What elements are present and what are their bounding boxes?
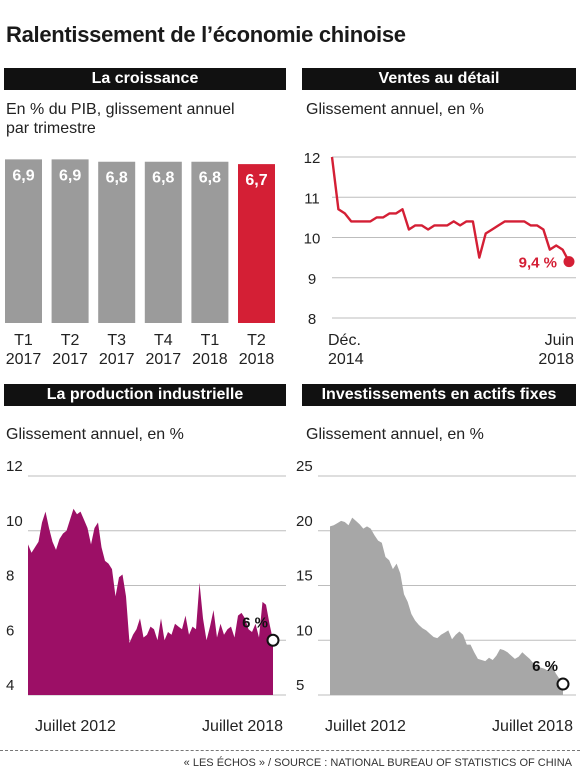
subtitle-croissance: En % du PIB, glissement annuel par trime…	[6, 100, 235, 138]
subtitle-production: Glissement annuel, en %	[6, 425, 184, 444]
industrial-y-tick-2: 8	[6, 568, 14, 585]
growth-x-quarter-0: T1	[14, 332, 33, 349]
retail-y-tick-2: 10	[304, 231, 321, 248]
panel-header-investissements: Investissements en actifs fixes	[302, 384, 576, 406]
growth-x-year-3: 2017	[146, 351, 182, 368]
growth-bar-label-5: 6,7	[245, 172, 267, 189]
growth-x-quarter-3: T4	[154, 332, 173, 349]
industrial-y-tick-1: 10	[6, 513, 23, 530]
retail-series-line	[330, 156, 571, 263]
growth-bar-4	[191, 161, 229, 323]
investment-area	[330, 517, 563, 695]
page-title: Ralentissement de l’économie chinoise	[6, 22, 406, 47]
industrial-x-start: Juillet 2012	[35, 718, 116, 735]
growth-x-quarter-1: T2	[61, 332, 80, 349]
retail-end-label: 9,4 %	[519, 255, 557, 272]
retail-y-tick-3: 9	[308, 271, 316, 288]
retail-x-end-line1: Juin	[545, 332, 574, 349]
growth-bar-label-4: 6,8	[199, 170, 221, 187]
investment-area-chart: 25 20 15 10 5 6 % Juillet 2012 Juillet 2018	[296, 458, 576, 735]
retail-x-start-line1: Déc.	[328, 332, 361, 349]
subtitle-croissance-line-2: par trimestre	[6, 120, 96, 137]
growth-bar-1	[51, 159, 89, 323]
industrial-area	[28, 508, 273, 695]
investment-y-tick-4: 5	[296, 677, 304, 694]
industrial-y-tick-4: 4	[6, 677, 14, 694]
retail-x-start-line2: 2014	[328, 351, 364, 368]
footer-divider	[0, 750, 580, 751]
growth-x-year-0: 2017	[6, 351, 42, 368]
retail-end-point	[563, 256, 575, 268]
industrial-end-point	[266, 633, 280, 647]
industrial-x-end: Juillet 2018	[202, 718, 283, 735]
industrial-y-tick-3: 6	[6, 622, 14, 639]
subtitle-investissements: Glissement annuel, en %	[306, 425, 484, 444]
subtitle-ventes-line-1: Glissement annuel, en %	[306, 101, 484, 118]
subtitle-croissance-line-1: En % du PIB, glissement annuel	[6, 101, 235, 118]
growth-bar-3	[144, 161, 182, 323]
industrial-area-chart: 12 10 8 6 4 6 % Juillet 2012 Juillet 2018	[6, 458, 286, 735]
retail-y-tick-4: 8	[308, 311, 316, 328]
retail-y-tick-1: 11	[304, 190, 320, 207]
growth-x-quarter-5: T2	[247, 332, 266, 349]
growth-bar-0	[5, 159, 42, 323]
footer-source: « LES ÉCHOS » / SOURCE : NATIONAL BUREAU…	[183, 757, 572, 769]
growth-x-quarter-2: T3	[107, 332, 126, 349]
growth-bar-label-0: 6,9	[12, 167, 34, 184]
investment-y-tick-0: 25	[296, 458, 313, 475]
panel-header-ventes: Ventes au détail	[302, 68, 576, 90]
growth-x-year-4: 2018	[192, 351, 228, 368]
growth-bar-label-1: 6,9	[59, 167, 81, 184]
growth-x-year-5: 2018	[239, 351, 275, 368]
growth-x-quarter-4: T1	[201, 332, 220, 349]
industrial-y-tick-0: 12	[6, 458, 23, 475]
growth-bar-label-3: 6,8	[152, 170, 174, 187]
investment-end-point	[556, 677, 570, 691]
investment-x-start: Juillet 2012	[325, 718, 406, 735]
industrial-end-label: 6 %	[242, 614, 268, 631]
retail-y-tick-0: 12	[304, 150, 321, 167]
growth-x-year-2: 2017	[99, 351, 135, 368]
retail-line-chart: 12 11 10 9 8 9,4 % Déc. 2014 Juin 2018	[304, 150, 576, 368]
investment-y-tick-2: 15	[296, 568, 313, 585]
investment-end-label: 6 %	[532, 658, 558, 675]
investment-y-tick-1: 20	[296, 513, 313, 530]
growth-bar-5	[238, 164, 275, 323]
subtitle-production-line-1: Glissement annuel, en %	[6, 426, 184, 443]
growth-bar-chart: 6,9 T1 2017 6,9 T2 2017 6,8 T3 2017 6,8 T4 2017 6,8 T…	[5, 159, 275, 368]
retail-x-end-line2: 2018	[538, 351, 574, 368]
panel-header-croissance: La croissance	[4, 68, 286, 90]
growth-x-year-1: 2017	[52, 351, 88, 368]
investment-x-end: Juillet 2018	[492, 718, 573, 735]
subtitle-investissements-line-1: Glissement annuel, en %	[306, 426, 484, 443]
subtitle-ventes: Glissement annuel, en %	[306, 100, 484, 119]
growth-bar-label-2: 6,8	[106, 170, 128, 187]
growth-bar-2	[98, 161, 136, 323]
panel-header-production: La production industrielle	[4, 384, 286, 406]
investment-y-tick-3: 10	[296, 622, 313, 639]
